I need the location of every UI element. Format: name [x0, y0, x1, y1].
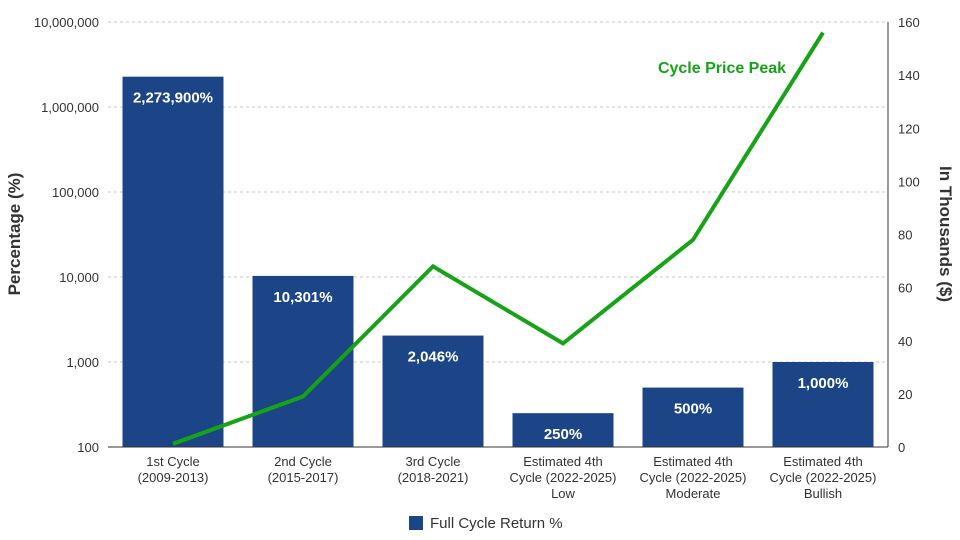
y2-tick-label: 80 — [898, 228, 912, 243]
x-tick-label: Moderate — [666, 486, 721, 501]
bar — [642, 387, 744, 447]
y-tick-label: 100,000 — [52, 185, 99, 200]
y-tick-label: 100 — [77, 440, 99, 455]
x-tick-label: (2018-2021) — [398, 470, 469, 485]
y2-tick-label: 60 — [898, 281, 912, 296]
bar — [772, 362, 874, 447]
x-tick-label: (2009-2013) — [138, 470, 209, 485]
y-tick-label: 1,000,000 — [41, 100, 99, 115]
bar-value-label: 1,000% — [798, 375, 849, 392]
y-tick-label: 1,000 — [66, 355, 99, 370]
y2-tick-label: 40 — [898, 334, 912, 349]
y2-tick-label: 20 — [898, 387, 912, 402]
x-axis: 1st Cycle(2009-2013) 2nd Cycle(2015-2017)… — [108, 22, 889, 501]
y2-tick-label: 160 — [898, 15, 920, 30]
bar-value-label: 2,046% — [408, 349, 459, 366]
line-annotation: Cycle Price Peak — [658, 60, 786, 77]
y2-axis-title: In Thousands ($) — [936, 166, 955, 302]
x-tick-label: Bullish — [804, 486, 842, 501]
x-tick-label: 2nd Cycle — [274, 454, 332, 469]
x-tick-label: Cycle (2022-2025) — [770, 470, 877, 485]
bar-value-label: 500% — [674, 401, 712, 418]
legend-label: Full Cycle Return % — [430, 515, 563, 532]
x-tick-label: 3rd Cycle — [406, 454, 461, 469]
x-tick-label: Estimated 4th — [523, 454, 603, 469]
y2-tick-label: 100 — [898, 174, 920, 189]
gridlines — [108, 21, 888, 363]
bar — [122, 76, 224, 447]
y-axis-left: 100 1,000 10,000 100,000 1,000,000 10,000,000 — [34, 15, 99, 455]
x-tick-label: 1st Cycle — [146, 454, 199, 469]
y-axis-right: 0 20 40 60 80 100 120 140 160 — [898, 15, 920, 455]
bar — [512, 413, 614, 447]
legend: Full Cycle Return % — [409, 515, 563, 532]
price-line — [172, 31, 825, 446]
x-tick-label: Cycle (2022-2025) — [640, 470, 747, 485]
x-tick-label: (2015-2017) — [268, 470, 339, 485]
x-tick-label: Cycle (2022-2025) — [510, 470, 617, 485]
legend-swatch — [409, 516, 423, 530]
price-peak-line — [172, 31, 825, 446]
y-tick-label: 10,000 — [59, 270, 99, 285]
bar-value-label: 2,273,900% — [133, 90, 213, 107]
x-tick-label: Low — [551, 486, 575, 501]
bar-value-label: 10,301% — [273, 289, 332, 306]
y-tick-label: 10,000,000 — [34, 15, 99, 30]
bars — [122, 76, 874, 447]
bar-value-labels: 2,273,900% 10,301% 2,046% 250% 500% 1,000% — [133, 90, 848, 444]
y2-tick-label: 140 — [898, 68, 920, 83]
y-axis-title: Percentage (%) — [5, 173, 24, 296]
x-tick-label: Estimated 4th — [653, 454, 733, 469]
bar — [382, 335, 484, 447]
x-tick-label: Estimated 4th — [783, 454, 863, 469]
bar-value-label: 250% — [544, 426, 582, 443]
y2-tick-label: 120 — [898, 121, 920, 136]
y2-tick-label: 0 — [898, 440, 905, 455]
